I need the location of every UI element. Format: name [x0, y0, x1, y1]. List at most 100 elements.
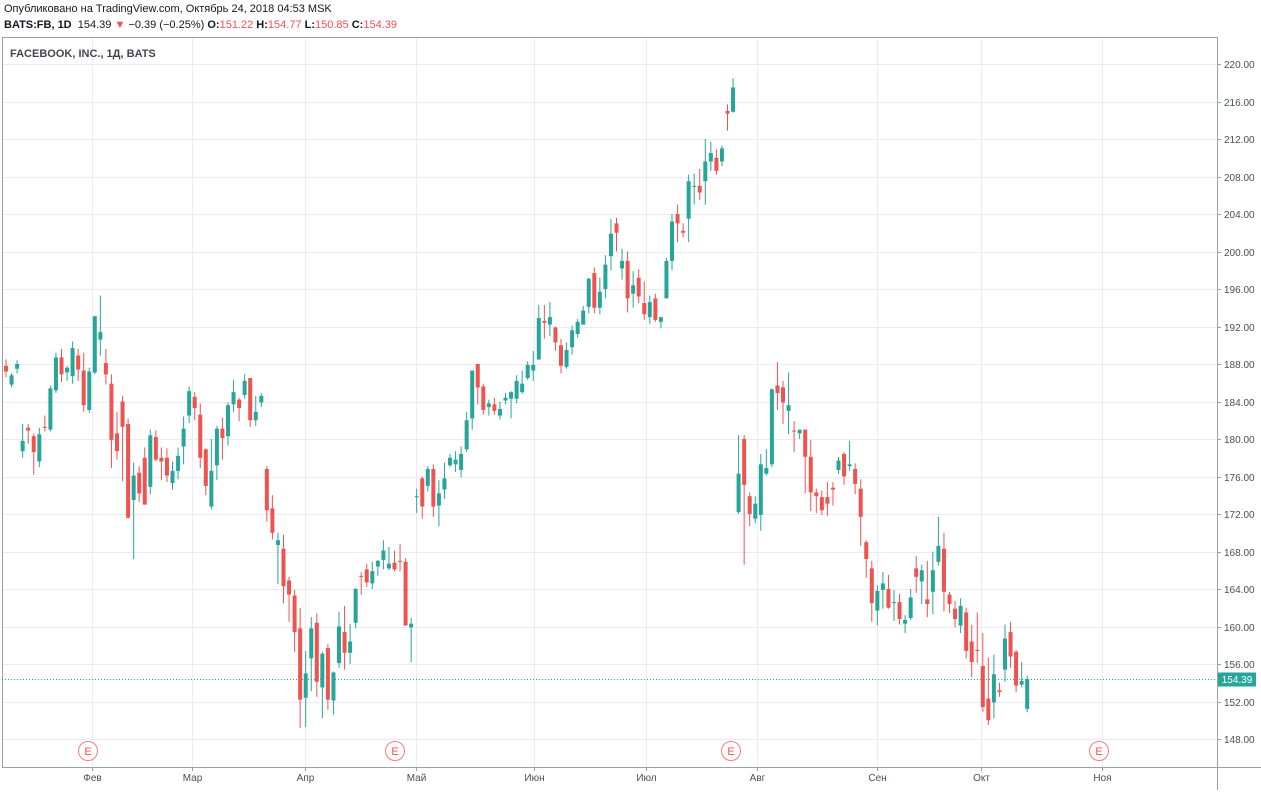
close-value: 154.39 — [363, 19, 397, 31]
earnings-marker[interactable] — [78, 741, 98, 761]
candle-body — [92, 316, 97, 373]
candle-body — [525, 364, 530, 379]
candle-body — [26, 427, 31, 431]
candle-body — [214, 428, 219, 466]
low-label: L: — [304, 19, 316, 31]
candle-body — [320, 653, 325, 688]
candle-body — [825, 497, 830, 504]
candle-body — [48, 388, 53, 430]
candle-body — [830, 487, 835, 490]
close-label: C: — [351, 19, 364, 31]
candle-body — [692, 185, 697, 187]
candle-body — [331, 672, 336, 701]
candle-body — [270, 508, 275, 533]
candle-body — [958, 605, 963, 626]
price-tick-label: 196.00 — [1224, 285, 1255, 296]
candle-body — [608, 233, 613, 257]
earnings-marker[interactable] — [385, 741, 405, 761]
candle-body — [769, 389, 774, 465]
candle-body — [997, 690, 1002, 693]
price-tick-label: 148.00 — [1224, 735, 1255, 746]
high-value: 154.77 — [267, 19, 302, 31]
candle-body — [941, 548, 946, 592]
candle-body — [903, 619, 908, 624]
candle-body — [142, 457, 147, 505]
candle-body — [248, 378, 253, 421]
candle-body — [531, 364, 536, 371]
ohlc-legend: BATS:FB, 1D 154.39 ▼ −0.39 (−0.25%) O:15… — [4, 19, 397, 31]
candle-body — [126, 424, 131, 518]
candle-body — [1019, 680, 1024, 685]
candle-body — [764, 468, 769, 474]
price-tick-label: 164.00 — [1224, 585, 1255, 596]
time-tick-label: Июн — [524, 773, 544, 784]
candle-body — [836, 460, 841, 470]
candle-body — [453, 459, 458, 465]
last-price-tag-label: 154.39 — [1222, 675, 1253, 686]
candle-body — [575, 321, 580, 334]
candle-body — [275, 540, 280, 545]
candle-body — [170, 470, 175, 484]
open-label: O: — [207, 19, 220, 31]
candle-body — [914, 568, 919, 577]
candle-body — [953, 608, 958, 619]
candle-body — [886, 589, 891, 608]
earnings-marker[interactable] — [721, 741, 741, 761]
price-axis[interactable]: 220.00 216.00 212.00 208.00 204.00 200.00 196.… — [1217, 60, 1255, 746]
earnings-marker[interactable] — [1089, 741, 1109, 761]
candle-body — [547, 317, 552, 325]
candle-body — [592, 273, 597, 308]
candle-body — [731, 87, 736, 112]
candle-body — [281, 548, 286, 587]
candle-body — [736, 473, 741, 513]
price-tick-label: 192.00 — [1224, 323, 1255, 334]
candle-body — [603, 264, 608, 289]
candle-body — [808, 456, 813, 493]
candle-body — [858, 488, 863, 517]
candle-body — [231, 392, 236, 405]
candle-body — [198, 414, 203, 458]
candle-body — [15, 364, 20, 369]
candle-body — [203, 449, 208, 486]
candle-body — [370, 571, 375, 584]
time-tick-label: Апр — [297, 773, 315, 784]
candle-body — [614, 223, 619, 233]
candle-body — [980, 665, 985, 708]
candle-body — [1014, 651, 1019, 686]
candle-body — [42, 426, 47, 428]
candle-body — [559, 345, 563, 366]
candle-body — [220, 428, 225, 439]
candle-body — [919, 570, 924, 582]
candle-body — [586, 278, 591, 307]
candle-body — [497, 409, 502, 416]
candle-body — [31, 436, 36, 453]
candle-body — [287, 580, 292, 595]
time-axis[interactable]: Фев Мар Апр Май Июн Июл Авг Сен Окт Ноя — [83, 767, 1112, 784]
candle-body — [65, 367, 70, 373]
candle-body — [403, 561, 408, 626]
candle-body — [409, 623, 414, 628]
time-tick-label: Мар — [183, 773, 203, 784]
candle-body — [1003, 638, 1007, 670]
candle-body — [775, 385, 780, 394]
candle-body — [425, 469, 430, 486]
candle-body — [259, 395, 264, 403]
candle-body — [703, 161, 708, 182]
open-value: 151.22 — [219, 19, 254, 31]
candle-body — [747, 496, 752, 514]
candle-body — [969, 641, 974, 663]
candle-body — [342, 632, 347, 653]
high-label: H: — [256, 19, 268, 31]
candle-body — [120, 401, 125, 427]
candle-body — [392, 562, 397, 570]
price-tick-label: 184.00 — [1224, 398, 1255, 409]
candle-body — [70, 348, 75, 377]
candle-body — [37, 434, 42, 462]
candle-body — [1025, 679, 1030, 709]
price-tick-label: 172.00 — [1224, 510, 1255, 521]
candle-body — [697, 185, 702, 193]
earnings-marker-label: E — [84, 746, 91, 758]
candle-body — [337, 626, 341, 664]
